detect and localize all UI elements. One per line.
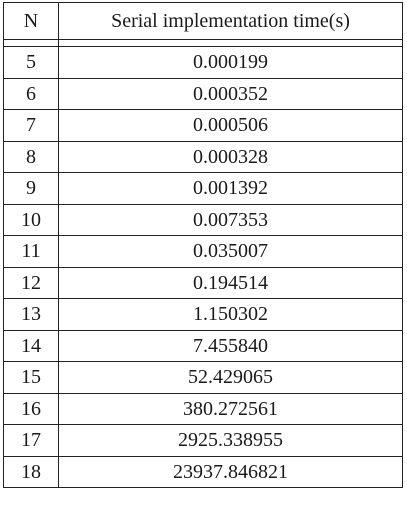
cell-n: 15: [3, 361, 59, 394]
cell-n: 8: [3, 140, 59, 173]
cell-n: 17: [3, 424, 59, 457]
table-row: 16 380.272561: [3, 392, 403, 425]
table-row: 5 0.000199: [3, 46, 403, 79]
cell-n: 6: [3, 77, 59, 110]
cell-n: 5: [3, 46, 59, 79]
cell-n: 14: [3, 329, 59, 362]
cell-time: 0.000199: [58, 46, 403, 79]
cell-time: 52.429065: [58, 361, 403, 394]
cell-time: 0.035007: [58, 235, 403, 268]
cell-time: 0.194514: [58, 266, 403, 299]
timing-table: N Serial implementation time(s) 5 0.0001…: [3, 2, 403, 488]
table-row: 7 0.000506: [3, 109, 403, 142]
table-row: 13 1.150302: [3, 298, 403, 331]
table-header: N Serial implementation time(s): [3, 2, 403, 47]
cell-n: 9: [3, 172, 59, 205]
table-row: 8 0.000328: [3, 140, 403, 173]
table-row: 6 0.000352: [3, 77, 403, 110]
table-row: 14 7.455840: [3, 329, 403, 362]
cell-time: 380.272561: [58, 392, 403, 425]
cell-n: 11: [3, 235, 59, 268]
cell-n: 16: [3, 392, 59, 425]
header-serial-time: Serial implementation time(s): [58, 2, 403, 40]
header-separator: [3, 39, 403, 47]
cell-time: 0.007353: [58, 203, 403, 236]
cell-time: 23937.846821: [58, 455, 403, 488]
cell-n: 10: [3, 203, 59, 236]
cell-time: 0.001392: [58, 172, 403, 205]
cell-time: 2925.338955: [58, 424, 403, 457]
table-row: 12 0.194514: [3, 266, 403, 299]
table-row: 17 2925.338955: [3, 424, 403, 457]
table-row: 9 0.001392: [3, 172, 403, 205]
table-row: 15 52.429065: [3, 361, 403, 394]
table-row: 10 0.007353: [3, 203, 403, 236]
cell-time: 0.000328: [58, 140, 403, 173]
cell-n: 12: [3, 266, 59, 299]
cell-time: 0.000506: [58, 109, 403, 142]
cell-n: 13: [3, 298, 59, 331]
cell-n: 7: [3, 109, 59, 142]
cell-n: 18: [3, 455, 59, 488]
header-n: N: [3, 2, 59, 40]
table-body: 5 0.000199 6 0.000352 7 0.000506 8 0.000…: [3, 46, 403, 488]
cell-time: 1.150302: [58, 298, 403, 331]
header-row: N Serial implementation time(s): [3, 2, 403, 40]
cell-time: 7.455840: [58, 329, 403, 362]
table-row: 18 23937.846821: [3, 455, 403, 488]
table-row: 11 0.035007: [3, 235, 403, 268]
cell-time: 0.000352: [58, 77, 403, 110]
